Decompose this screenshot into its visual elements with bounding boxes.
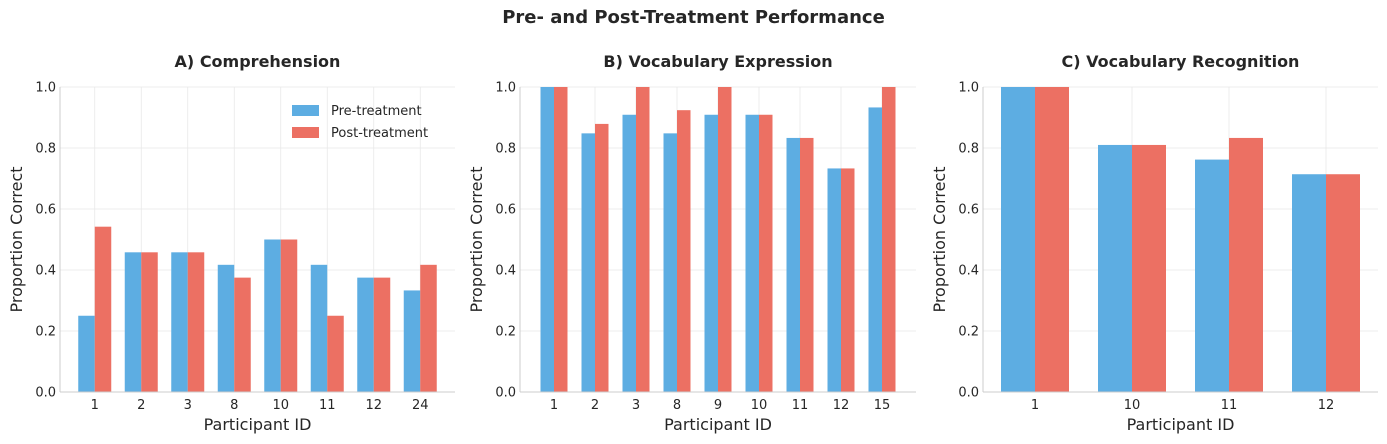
post-treatment-bar (1132, 144, 1166, 392)
y-tick-label: 1.0 (495, 81, 516, 96)
x-axis-label: Participant ID (1127, 415, 1235, 434)
y-tick-label: 0.8 (35, 142, 56, 157)
post-treatment-bar (1326, 174, 1360, 392)
pre-treatment-bar (264, 239, 281, 392)
panel-title: C) Vocabulary Recognition (1062, 52, 1300, 71)
y-tick-label: 0.0 (958, 386, 979, 401)
y-tick-label: 1.0 (35, 81, 56, 96)
pre-treatment-bar (704, 114, 718, 392)
x-tick-label: 3 (184, 398, 192, 413)
pre-treatment-bar (217, 264, 235, 392)
pre-treatment-bar (827, 168, 841, 392)
panel-title: B) Vocabulary Expression (603, 52, 832, 71)
pre-treatment-bar (357, 277, 374, 392)
post-treatment-bar (1229, 137, 1263, 392)
y-tick-label: 0.0 (495, 386, 516, 401)
pre-treatment-bar (622, 114, 636, 392)
pre-treatment-bar (786, 137, 800, 392)
pre-treatment-bar (310, 264, 328, 392)
pre-treatment-bar (1001, 87, 1035, 392)
y-tick-label: 0.2 (35, 325, 56, 340)
pre-treatment-bar (1292, 174, 1326, 392)
y-tick-label: 0.4 (495, 264, 516, 279)
y-tick-label: 1.0 (958, 81, 979, 96)
post-treatment-bar (141, 252, 158, 392)
y-tick-label: 0.8 (495, 142, 516, 157)
x-tick-label: 12 (365, 398, 382, 413)
post-treatment-bar (327, 315, 344, 392)
x-tick-label: 1 (91, 398, 99, 413)
post-treatment-bar (718, 87, 732, 392)
x-tick-label: 10 (1124, 398, 1141, 413)
x-tick-label: 24 (412, 398, 429, 413)
figure-title: Pre- and Post-Treatment Performance (502, 7, 885, 28)
x-axis-label: Participant ID (664, 415, 772, 434)
post-treatment-bar (94, 226, 112, 392)
x-tick-label: 9 (714, 398, 722, 413)
pre-treatment-bar (1098, 144, 1132, 392)
x-tick-label: 12 (833, 398, 850, 413)
x-tick-label: 11 (792, 398, 809, 413)
y-tick-label: 0.6 (495, 203, 516, 218)
post-treatment-bar (759, 114, 773, 392)
pre-treatment-bar (124, 252, 142, 392)
pre-treatment-bar (540, 87, 554, 392)
post-treatment-bar (187, 252, 205, 392)
x-tick-label: 11 (319, 398, 336, 413)
y-axis-label: Proportion Correct (930, 166, 949, 312)
x-tick-label: 10 (751, 398, 768, 413)
y-tick-label: 0.0 (35, 386, 56, 401)
legend-swatch-post (292, 127, 319, 138)
x-tick-label: 8 (230, 398, 238, 413)
post-treatment-bar (1035, 87, 1069, 392)
x-tick-label: 11 (1221, 398, 1238, 413)
x-tick-label: 10 (272, 398, 289, 413)
post-treatment-bar (841, 168, 855, 392)
y-axis-label: Proportion Correct (467, 166, 486, 312)
post-treatment-bar (234, 277, 251, 392)
x-tick-label: 8 (673, 398, 681, 413)
y-axis-label: Proportion Correct (7, 166, 26, 312)
x-tick-label: 2 (591, 398, 599, 413)
x-tick-label: 15 (874, 398, 891, 413)
y-tick-label: 0.2 (958, 325, 979, 340)
post-treatment-bar (373, 277, 391, 392)
y-tick-label: 0.6 (35, 203, 56, 218)
y-tick-label: 0.8 (958, 142, 979, 157)
post-treatment-bar (800, 137, 814, 392)
pre-treatment-bar (78, 315, 95, 392)
post-treatment-bar (280, 239, 298, 392)
x-axis-label: Participant ID (204, 415, 312, 434)
post-treatment-bar (882, 87, 896, 392)
x-tick-label: 3 (632, 398, 640, 413)
panel-title: A) Comprehension (175, 52, 341, 71)
legend-label-pre: Pre-treatment (331, 104, 422, 119)
pre-treatment-bar (1195, 159, 1229, 392)
x-tick-label: 12 (1318, 398, 1335, 413)
post-treatment-bar (554, 87, 568, 392)
x-tick-label: 1 (550, 398, 558, 413)
pre-treatment-bar (868, 107, 882, 392)
y-tick-label: 0.4 (958, 264, 979, 279)
pre-treatment-bar (581, 133, 595, 393)
legend-swatch-pre (292, 105, 319, 116)
post-treatment-bar (595, 123, 609, 392)
y-tick-label: 0.2 (495, 325, 516, 340)
y-tick-label: 0.6 (958, 203, 979, 218)
x-tick-label: 1 (1031, 398, 1039, 413)
legend-label-post: Post-treatment (331, 126, 428, 141)
pre-treatment-bar (663, 133, 677, 393)
post-treatment-bar (420, 264, 437, 392)
pre-treatment-bar (403, 290, 421, 392)
pre-treatment-bar (171, 252, 188, 392)
x-tick-label: 2 (137, 398, 145, 413)
post-treatment-bar (677, 110, 691, 393)
y-tick-label: 0.4 (35, 264, 56, 279)
post-treatment-bar (636, 87, 650, 392)
pre-treatment-bar (745, 114, 759, 392)
